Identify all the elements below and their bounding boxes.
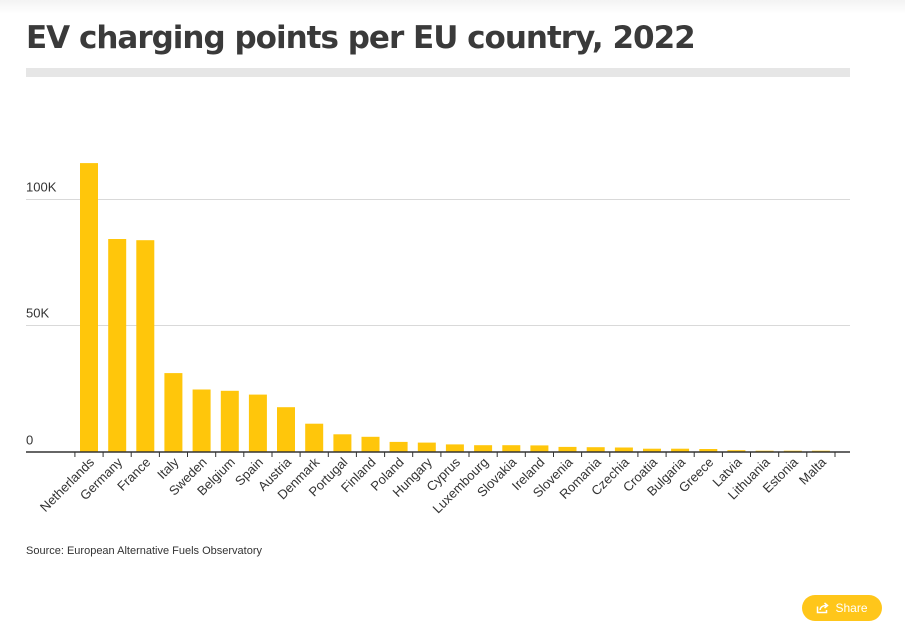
bar-bulgaria — [671, 448, 690, 452]
share-icon — [816, 602, 830, 614]
bar-belgium — [220, 390, 239, 452]
bar-italy — [164, 373, 183, 452]
bar-ireland — [530, 445, 549, 452]
bar-portugal — [333, 434, 352, 452]
bar-france — [136, 240, 155, 452]
bar-slovakia — [502, 445, 521, 452]
bar-poland — [389, 441, 408, 452]
share-label: Share — [835, 601, 868, 615]
bar-estonia — [783, 450, 802, 452]
y-tick-label: 50K — [26, 306, 49, 321]
x-axis — [26, 451, 850, 457]
bar-hungary — [417, 442, 436, 452]
bar-czechia — [614, 447, 633, 452]
bars — [80, 163, 830, 452]
y-tick-label: 100K — [26, 180, 57, 195]
bar-cyprus — [445, 444, 464, 452]
bar-romania — [586, 447, 605, 452]
bar-denmark — [305, 423, 324, 452]
bar-luxembourg — [474, 445, 493, 452]
bar-spain — [248, 394, 267, 452]
y-tick-label: 0 — [26, 433, 33, 448]
top-shadow-bar — [0, 0, 905, 14]
chart-title: EV charging points per EU country, 2022 — [26, 20, 696, 56]
bar-sweden — [192, 389, 211, 452]
y-axis-ticks: 0 50K 100K — [26, 180, 57, 448]
bar-lithuania — [755, 450, 774, 452]
grid-lines — [26, 199, 850, 326]
title-divider — [26, 68, 850, 77]
bar-malta — [811, 450, 830, 452]
bar-netherlands — [80, 163, 98, 452]
bar-finland — [361, 436, 380, 452]
bar-greece — [699, 449, 718, 452]
bar-germany — [108, 239, 127, 452]
bar-croatia — [643, 448, 661, 452]
bar-austria — [277, 407, 295, 452]
bar-slovenia — [558, 446, 577, 452]
share-button[interactable]: Share — [802, 595, 882, 621]
source-note: Source: European Alternative Fuels Obser… — [26, 545, 263, 557]
bar-latvia — [727, 450, 746, 452]
x-tick-label: Malta — [796, 454, 830, 488]
